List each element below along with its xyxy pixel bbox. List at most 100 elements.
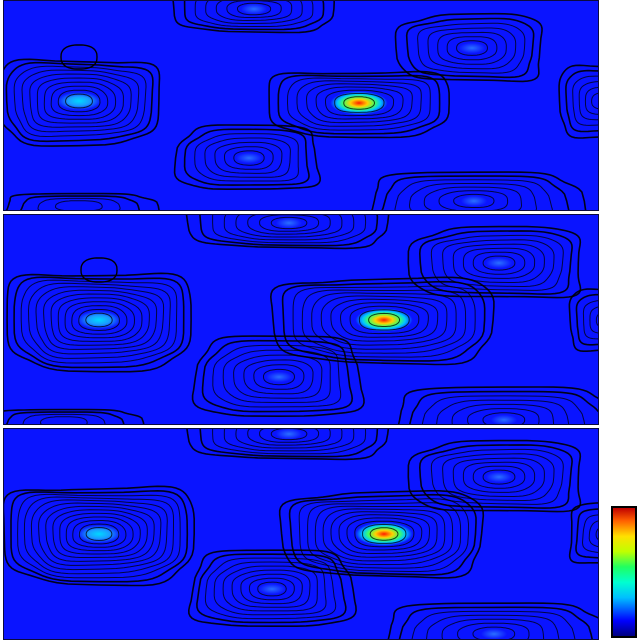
contour-line bbox=[223, 215, 355, 241]
contour-peak bbox=[394, 12, 543, 83]
contour-line bbox=[54, 200, 103, 210]
contour-line bbox=[482, 255, 516, 271]
contour-line bbox=[4, 408, 145, 424]
contour-peak bbox=[558, 64, 598, 139]
contour-line bbox=[20, 195, 141, 210]
contour-line bbox=[235, 215, 343, 238]
contour-line bbox=[582, 300, 598, 340]
contour-line bbox=[43, 289, 158, 350]
contour-line bbox=[381, 175, 570, 210]
contour-peak bbox=[407, 439, 582, 513]
contour-line bbox=[259, 429, 320, 443]
contour-line bbox=[231, 569, 311, 608]
contour-peak bbox=[568, 288, 598, 352]
contour-line bbox=[185, 215, 390, 250]
contour-line bbox=[35, 286, 165, 355]
contour-line bbox=[5, 61, 154, 143]
contour-line bbox=[407, 225, 582, 299]
contour-line bbox=[259, 215, 320, 232]
contour-line bbox=[257, 581, 287, 597]
contour-line bbox=[183, 128, 310, 186]
contour-line bbox=[277, 74, 441, 135]
contour-line bbox=[472, 465, 526, 489]
contour-line bbox=[456, 40, 488, 56]
contour-line bbox=[247, 429, 331, 446]
contour-peak bbox=[185, 215, 390, 250]
contour-line bbox=[349, 305, 420, 335]
contour-line bbox=[85, 312, 113, 328]
contour-line bbox=[371, 171, 587, 210]
contour-line bbox=[288, 493, 477, 576]
contour-line bbox=[224, 146, 274, 170]
contour-plot-3 bbox=[4, 429, 598, 639]
contour-line bbox=[575, 293, 598, 346]
contour-line bbox=[581, 514, 598, 553]
contour-line bbox=[437, 31, 507, 65]
contour-line bbox=[325, 89, 395, 117]
contour-line bbox=[320, 295, 448, 346]
contour-line bbox=[39, 416, 88, 424]
contour-peak bbox=[4, 408, 145, 424]
peak-core bbox=[355, 522, 413, 546]
contour-line bbox=[71, 305, 128, 335]
contour-line bbox=[226, 1, 282, 18]
contour-line bbox=[427, 27, 517, 70]
contour-line bbox=[362, 523, 407, 544]
contour-line bbox=[588, 520, 598, 548]
contour-line bbox=[235, 429, 343, 449]
peak-core bbox=[490, 414, 518, 424]
contour-line bbox=[233, 150, 265, 166]
contour-line bbox=[438, 190, 509, 210]
contour-line bbox=[346, 517, 423, 551]
contour-line bbox=[60, 44, 98, 70]
contour-line bbox=[595, 314, 598, 327]
contour-line bbox=[194, 1, 314, 27]
contour-line bbox=[222, 349, 331, 403]
contour-line bbox=[201, 339, 354, 413]
contour-line bbox=[196, 553, 347, 624]
contour-line bbox=[315, 86, 404, 120]
colorbar bbox=[611, 506, 637, 638]
contour-peak bbox=[187, 549, 357, 627]
contour-line bbox=[57, 297, 143, 342]
contour-peak bbox=[407, 225, 582, 299]
contour-line bbox=[407, 439, 582, 513]
contour-line bbox=[451, 403, 555, 424]
contour-line bbox=[204, 557, 337, 620]
contour-line bbox=[212, 344, 342, 408]
contour-line bbox=[411, 610, 576, 639]
contour-peak bbox=[387, 602, 598, 639]
contour-line bbox=[462, 461, 536, 493]
contour-line bbox=[369, 527, 399, 541]
peak-core bbox=[355, 308, 413, 332]
contour-peak bbox=[4, 44, 161, 147]
contour-line bbox=[457, 622, 530, 639]
contour-line bbox=[212, 215, 367, 244]
contour-line bbox=[233, 354, 323, 399]
peak-core bbox=[265, 371, 293, 383]
contour-line bbox=[417, 22, 526, 74]
contour-line bbox=[212, 429, 367, 455]
contour-line bbox=[408, 183, 538, 210]
contour-peak bbox=[172, 1, 336, 34]
contour-line bbox=[187, 549, 357, 627]
contour-line bbox=[568, 288, 598, 352]
contour-peak bbox=[191, 335, 365, 418]
contour-line bbox=[436, 399, 570, 424]
contour-line bbox=[223, 429, 355, 452]
contour-peak bbox=[6, 257, 192, 373]
contour-line bbox=[191, 335, 365, 418]
panel-background bbox=[4, 1, 598, 210]
contour-line bbox=[430, 448, 564, 505]
contour-line bbox=[173, 124, 322, 191]
contour-line bbox=[17, 493, 181, 579]
contour-line bbox=[418, 230, 573, 295]
contour-line bbox=[572, 75, 598, 126]
contour-line bbox=[405, 17, 535, 79]
contour-line bbox=[565, 69, 598, 133]
contour-panel-1 bbox=[3, 0, 599, 211]
contour-line bbox=[50, 85, 109, 117]
contour-line bbox=[330, 298, 439, 342]
contour-line bbox=[322, 508, 446, 562]
contour-peak bbox=[268, 70, 451, 139]
